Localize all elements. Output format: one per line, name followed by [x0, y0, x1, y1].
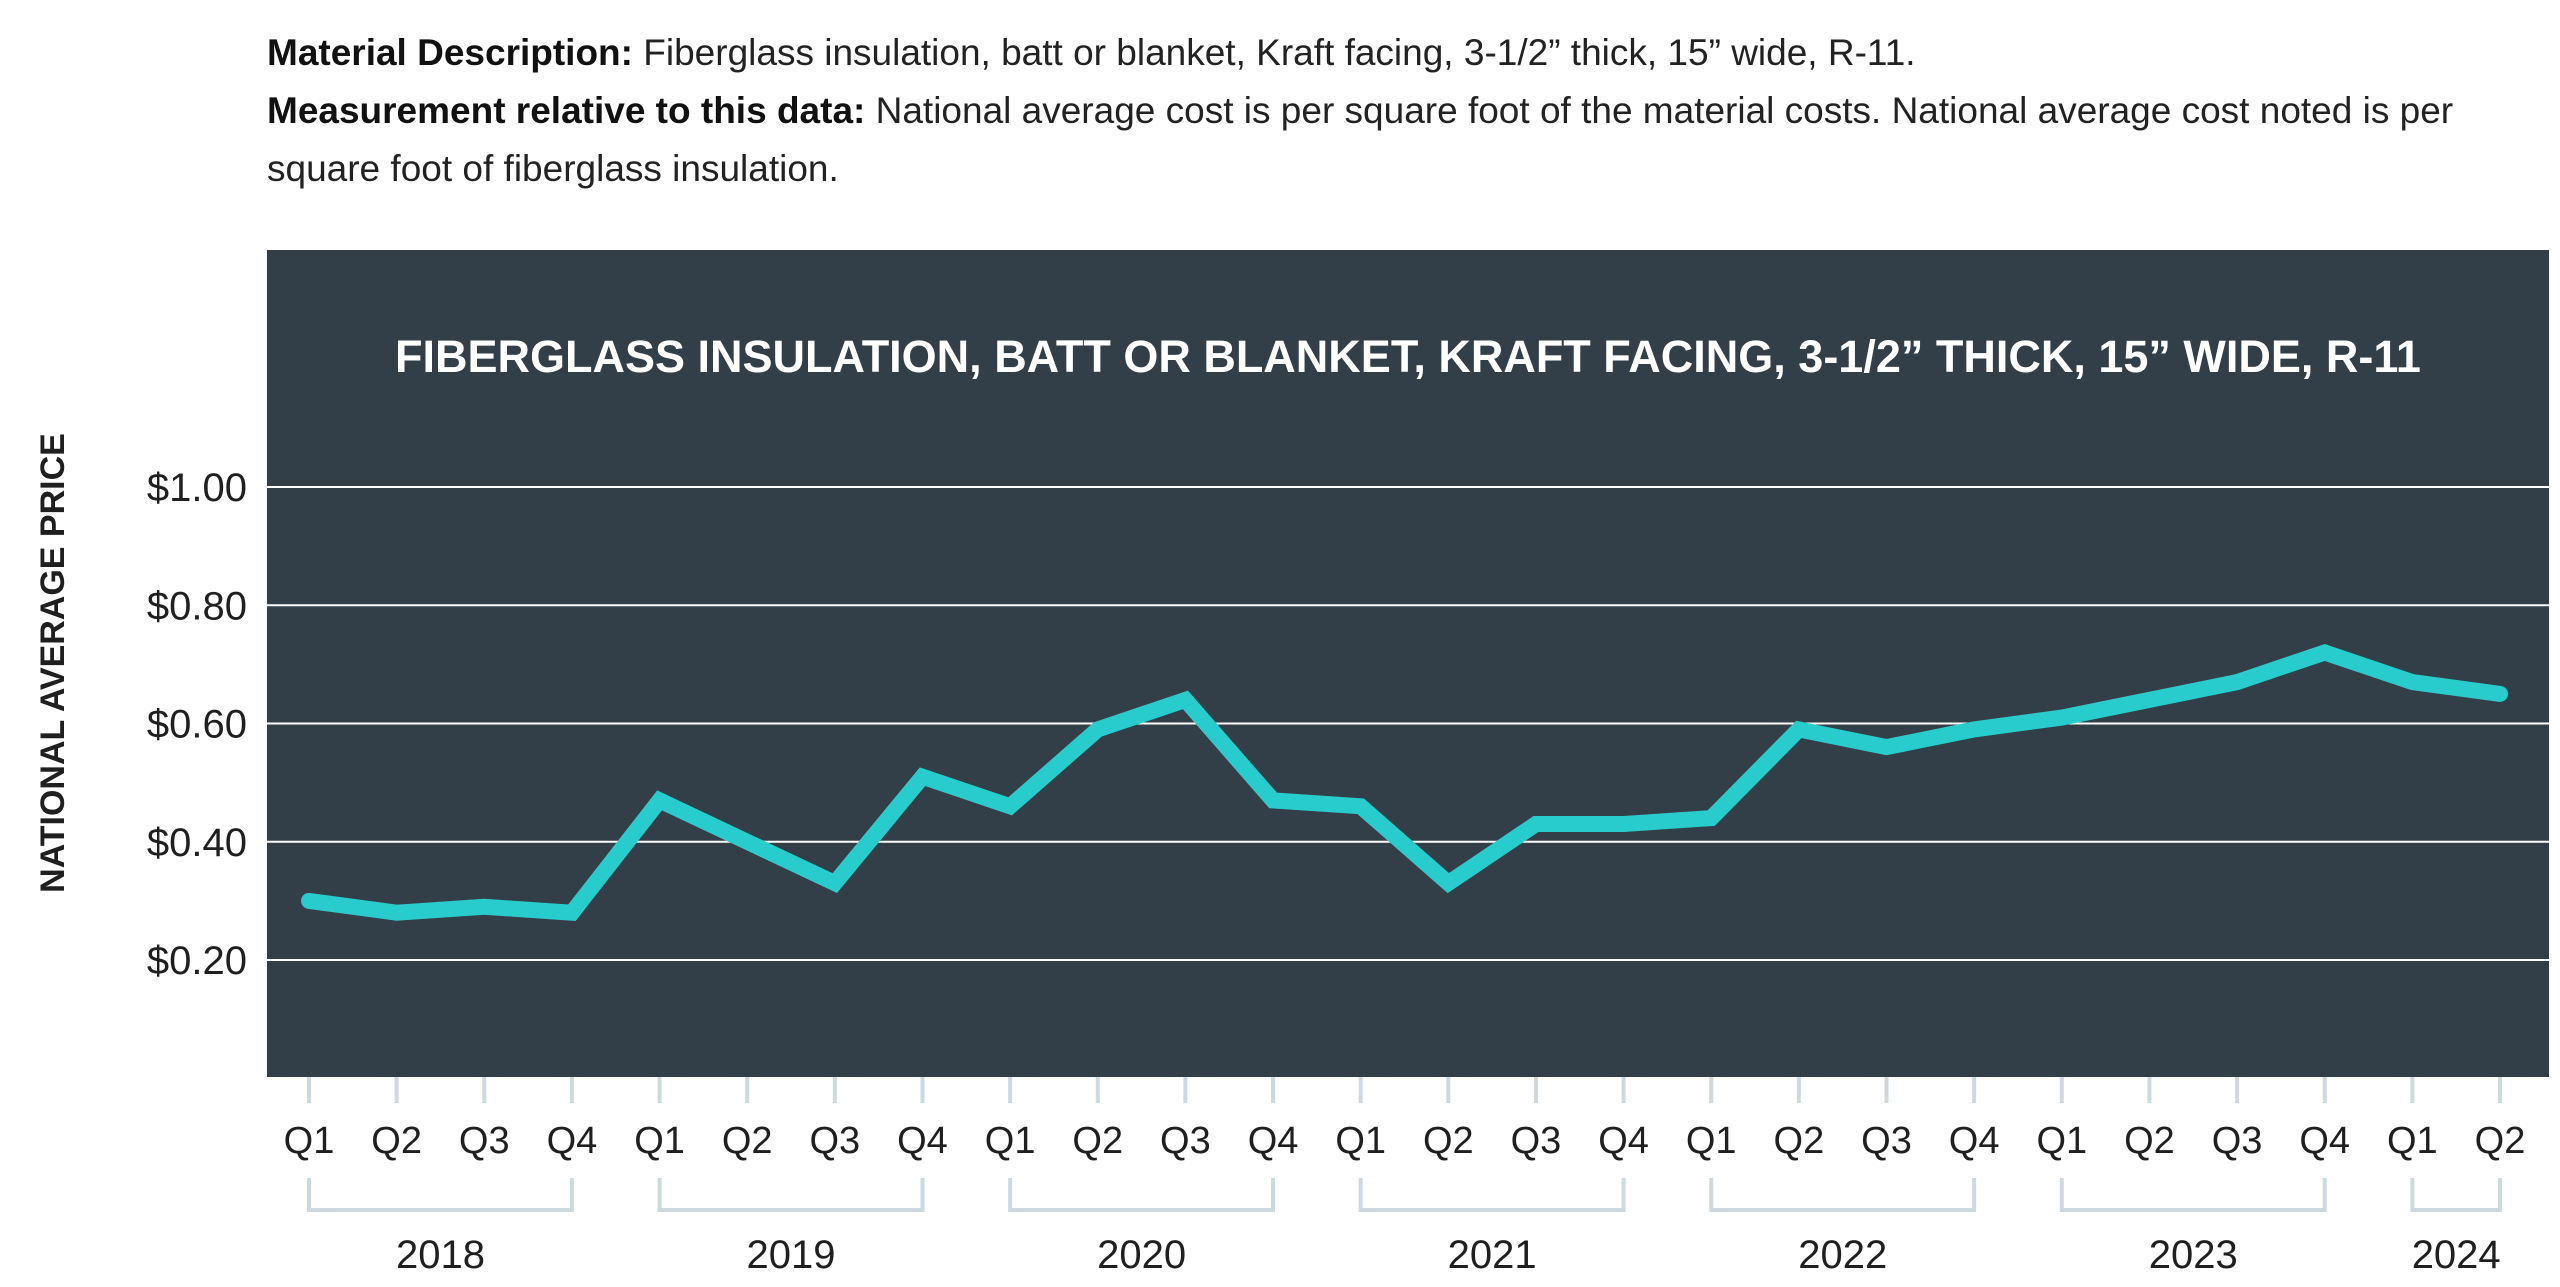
x-tick-label: Q3	[1160, 1120, 1211, 1162]
year-bracket	[2059, 1178, 2327, 1212]
data-point	[308, 899, 310, 902]
x-tick-label: Q1	[2387, 1120, 2438, 1162]
x-tick-label: Q1	[284, 1120, 335, 1162]
x-tick-label: Q2	[2124, 1120, 2175, 1162]
data-point	[2060, 716, 2063, 719]
year-bracket	[1709, 1178, 1977, 1212]
data-point	[1710, 817, 1713, 820]
x-tick-label: Q3	[459, 1120, 510, 1162]
year-label: 2024	[2412, 1233, 2501, 1277]
description: Material Description: Fiberglass insulat…	[267, 24, 2507, 198]
data-point	[1447, 882, 1450, 885]
year-label: 2023	[2149, 1233, 2238, 1277]
x-tick-label: Q4	[1949, 1120, 2000, 1162]
x-tick-label: Q2	[2475, 1120, 2526, 1162]
x-tick-label: Q1	[1335, 1120, 1386, 1162]
y-tick-label: $0.20	[147, 939, 247, 983]
x-tick-label: Q2	[371, 1120, 422, 1162]
data-point	[1797, 728, 1800, 731]
data-point	[746, 840, 749, 843]
year-bracket	[1008, 1178, 1276, 1212]
data-point	[1359, 805, 1362, 808]
x-tick-label: Q1	[985, 1120, 1036, 1162]
material-description: Material Description: Fiberglass insulat…	[267, 24, 2507, 82]
measurement-text: National average cost is per square foot…	[267, 90, 2454, 189]
x-tick-label: Q3	[2212, 1120, 2263, 1162]
x-tick-label: Q3	[809, 1120, 860, 1162]
data-point	[2148, 698, 2151, 701]
chart-title: FIBERGLASS INSULATION, BATT OR BLANKET, …	[395, 331, 2421, 382]
data-point	[658, 799, 661, 802]
x-tick-label: Q2	[1072, 1120, 1123, 1162]
data-point	[570, 911, 573, 914]
data-point	[1009, 805, 1012, 808]
x-tick-label: Q4	[547, 1120, 598, 1162]
series-line	[301, 644, 2508, 921]
data-point	[483, 905, 486, 908]
x-tick-label: Q4	[897, 1120, 948, 1162]
year-bracket	[307, 1178, 574, 1212]
y-axis-label: NATIONAL AVERAGE PRICE	[34, 433, 72, 893]
x-tick-label: Q2	[1774, 1120, 1825, 1162]
y-tick-label: $0.40	[147, 821, 247, 865]
plot-background	[267, 250, 2549, 1077]
data-point	[921, 775, 924, 778]
x-tick-label: Q3	[1511, 1120, 1562, 1162]
x-tick-label: Q1	[1686, 1120, 1737, 1162]
data-point	[1973, 728, 1976, 731]
data-point	[395, 911, 398, 914]
data-point	[1096, 728, 1099, 731]
measurement-label: Measurement relative to this data:	[267, 90, 866, 131]
y-tick-label: $1.00	[147, 466, 247, 510]
data-point	[2323, 651, 2326, 654]
y-tick-label: $0.60	[147, 703, 247, 747]
material-label: Material Description:	[267, 32, 633, 73]
x-tick-label: Q4	[1248, 1120, 1299, 1162]
year-bracket	[1358, 1178, 1626, 1212]
measurement-description: Measurement relative to this data: Natio…	[267, 82, 2507, 198]
data-point	[1272, 799, 1275, 802]
year-label: 2021	[1448, 1233, 1537, 1277]
material-text: Fiberglass insulation, batt or blanket, …	[643, 32, 1916, 73]
year-label: 2020	[1097, 1233, 1186, 1277]
y-tick-label: $0.80	[147, 584, 247, 628]
x-tick-label: Q2	[1423, 1120, 1474, 1162]
year-bracket	[657, 1178, 925, 1212]
data-point	[833, 882, 836, 885]
data-point	[2236, 681, 2239, 684]
x-tick-label: Q3	[1861, 1120, 1912, 1162]
data-point	[1534, 823, 1537, 826]
year-bracket	[2410, 1178, 2502, 1212]
data-point	[2499, 692, 2501, 695]
x-tick-label: Q4	[2299, 1120, 2350, 1162]
x-tick-label: Q4	[1598, 1120, 1649, 1162]
year-label: 2019	[747, 1233, 836, 1277]
data-point	[1184, 698, 1187, 701]
data-point	[1885, 746, 1888, 749]
year-label: 2022	[1798, 1233, 1887, 1277]
x-tick-label: Q1	[634, 1120, 685, 1162]
year-label: 2018	[396, 1233, 485, 1277]
x-tick-label: Q2	[722, 1120, 773, 1162]
data-point	[1622, 823, 1625, 826]
x-tick-label: Q1	[2036, 1120, 2087, 1162]
data-point	[2411, 681, 2414, 684]
